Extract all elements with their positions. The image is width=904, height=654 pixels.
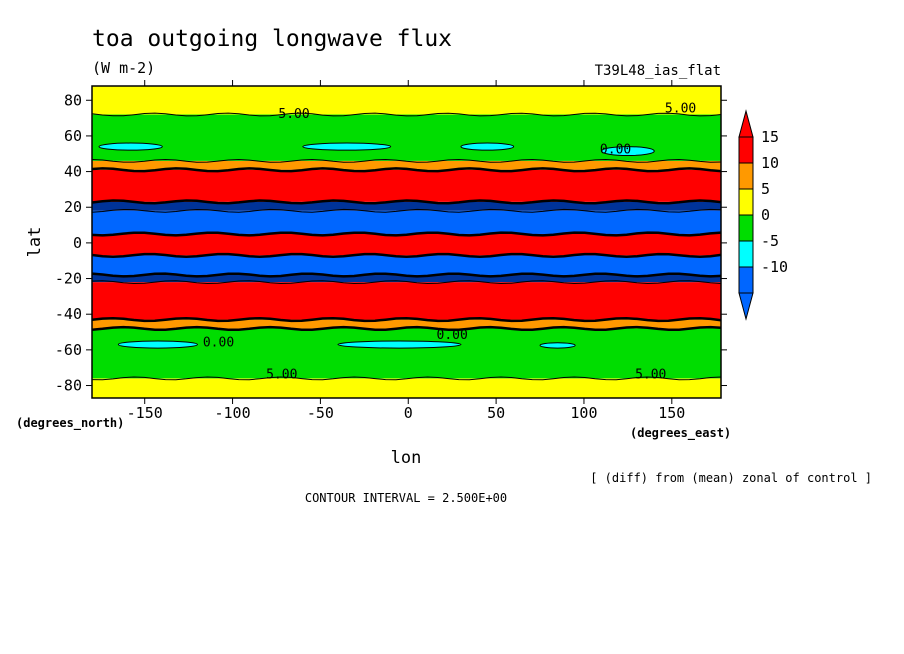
colorbar-label: 0 <box>761 206 770 224</box>
y-tick-label: 80 <box>64 91 82 109</box>
contour-label-5: 0.00 <box>203 335 234 350</box>
contour-label-6: 0.00 <box>437 328 468 343</box>
y-tick-label: 0 <box>73 234 82 252</box>
x-axis-ticks: -150 -100 -50 0 50 100 150 <box>127 80 685 422</box>
colorbar-segment-4 <box>738 240 754 268</box>
colorbar-segment-0 <box>738 136 754 164</box>
difference-note: [ (diff) from (mean) zonal of control ] <box>590 471 872 485</box>
contour-field <box>92 86 721 398</box>
colorbar-segment-3 <box>738 214 754 242</box>
anomaly-patch-0 <box>98 142 163 151</box>
zonal-band-0 <box>92 378 721 398</box>
zonal-band-12 <box>92 86 721 115</box>
zonal-band-7 <box>92 210 721 234</box>
x-axis-label: lon <box>391 448 422 468</box>
contour-line-6 <box>92 252 721 259</box>
colorbar-label: -5 <box>761 232 779 250</box>
x-tick-label: 0 <box>404 404 413 422</box>
contour-label-0: 5.00 <box>278 107 309 122</box>
x-tick-label: -150 <box>127 404 163 422</box>
zonal-band-2 <box>92 319 721 329</box>
anomaly-patch-2 <box>460 142 515 151</box>
contour-line-11 <box>92 158 721 163</box>
y-tick-label: -60 <box>55 341 82 359</box>
y-axis-ticks: -80 -60 -40 -20 0 20 40 60 80 <box>55 91 727 395</box>
contour-line-3 <box>92 316 721 323</box>
chart-units: (W m-2) <box>92 59 155 77</box>
contour-label-4: 5.00 <box>635 367 666 382</box>
y-tick-label: 40 <box>64 163 82 181</box>
zonal-band-1 <box>92 328 721 379</box>
zonal-band-5 <box>92 255 721 275</box>
y-units-label: (degrees_north) <box>16 416 124 431</box>
colorbar: 15 10 5 0 -5 -10 <box>738 109 788 321</box>
x-tick-label: 150 <box>658 404 685 422</box>
contour-line-1 <box>92 376 721 381</box>
zonal-band-9 <box>92 169 721 202</box>
anomaly-patch-5 <box>337 340 462 349</box>
y-tick-label: 20 <box>64 198 82 216</box>
zonal-band-8 <box>92 201 721 211</box>
contour-labels: 5.00 5.00 0.00 5.00 5.00 0.00 0.00 <box>203 102 696 383</box>
y-tick-label: -20 <box>55 270 82 288</box>
contour-label-2: 0.00 <box>600 143 631 158</box>
zonal-band-10 <box>92 160 721 170</box>
colorbar-top-arrow <box>738 109 754 138</box>
colorbar-bottom-arrow <box>738 292 754 321</box>
y-tick-label: 60 <box>64 127 82 145</box>
anomaly-patch-6 <box>539 342 576 349</box>
colorbar-label: 15 <box>761 128 779 146</box>
run-label: T39L48_ias_flat <box>595 63 721 79</box>
contour-line-5 <box>92 272 721 278</box>
anomaly-patch-1 <box>302 142 392 151</box>
contour-label-1: 5.00 <box>665 102 696 117</box>
x-tick-label: -100 <box>214 404 250 422</box>
zonal-band-4 <box>92 274 721 283</box>
colorbar-label: -10 <box>761 258 788 276</box>
contour-line-7 <box>92 231 721 237</box>
colorbar-segment-2 <box>738 188 754 216</box>
contour-line-10 <box>92 167 721 173</box>
colorbar-segment-5 <box>738 266 754 294</box>
zonal-band-6 <box>92 233 721 256</box>
y-tick-label: -80 <box>55 377 82 395</box>
y-axis-label: lat <box>25 227 45 258</box>
y-tick-label: -40 <box>55 305 82 323</box>
contour-line-12 <box>92 112 721 117</box>
x-units-label: (degrees_east) <box>630 426 731 441</box>
zonal-band-3 <box>92 282 721 320</box>
x-tick-label: -50 <box>307 404 334 422</box>
x-tick-label: 50 <box>487 404 505 422</box>
contour-line-4 <box>92 280 721 285</box>
chart-title: toa outgoing longwave flux <box>92 26 452 52</box>
contour-line-9 <box>92 199 721 205</box>
plot-frame <box>91 85 722 399</box>
colorbar-label: 5 <box>761 180 770 198</box>
colorbar-segment-1 <box>738 162 754 190</box>
colorbar-label: 10 <box>761 154 779 172</box>
contour-lines <box>92 112 721 381</box>
anomaly-patch-3 <box>601 146 655 157</box>
x-tick-label: 100 <box>570 404 597 422</box>
contour-line-2 <box>92 325 721 332</box>
contour-label-3: 5.00 <box>266 367 297 382</box>
contour-line-8 <box>92 208 721 213</box>
contour-interval-text: CONTOUR INTERVAL = 2.500E+00 <box>305 491 507 505</box>
anomaly-patch-4 <box>117 340 198 349</box>
